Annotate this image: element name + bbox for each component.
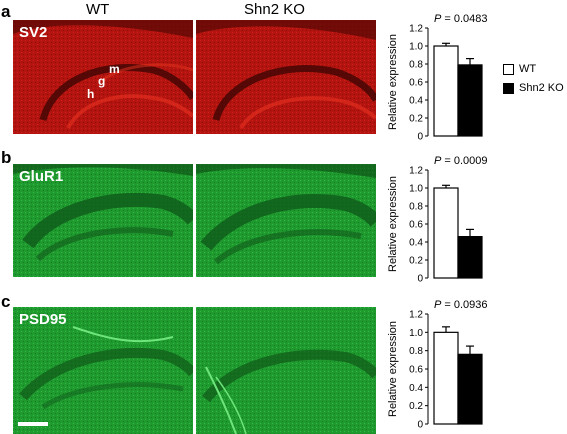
region-label-h: h: [87, 87, 95, 101]
y-tick-label: 0.6: [409, 365, 423, 376]
y-tick-label: 0.6: [409, 220, 423, 231]
stain-label-glur1: GluR1: [19, 168, 64, 185]
legend-item-wt: WT: [503, 63, 536, 75]
bar-chart-psd95: Relative expression 0 0.2 0.4 0.6 0.8 1.0 1.2 P …: [387, 296, 498, 431]
legend-label-wt: WT: [519, 63, 537, 75]
micrograph-psd95-ko: [196, 307, 376, 434]
y-tick-label: 0.8: [409, 346, 423, 357]
micrograph-psd95-wt: PSD95: [13, 307, 193, 434]
micrograph-glur1-ko: [196, 164, 376, 277]
y-tick-label: 0: [417, 274, 423, 285]
micrograph-sv2-ko: [196, 20, 376, 134]
y-tick-label: 0.2: [409, 114, 423, 125]
bar-ko: [457, 235, 483, 279]
y-tick-label: 0.4: [409, 383, 423, 394]
column-header-ko: Shn2 KO: [244, 1, 305, 18]
legend-swatch-ko: [503, 82, 514, 94]
column-header-wt: WT: [86, 1, 110, 18]
micrograph-glur1-wt: GluR1: [13, 164, 193, 277]
stain-label-sv2: SV2: [19, 24, 48, 41]
p-value-annotation: P = 0.0936: [434, 299, 488, 311]
y-tick-label: 1.2: [409, 166, 423, 177]
y-tick-label: 0.8: [409, 202, 423, 213]
p-value: = 0.0936: [441, 299, 487, 311]
y-tick-label: 1.0: [409, 328, 423, 339]
y-tick-label: 1.2: [409, 24, 423, 35]
panel-letter-a: a: [1, 2, 11, 21]
bar-ko: [457, 353, 483, 425]
y-tick-label: 0: [417, 132, 423, 143]
y-tick-label: 1.0: [409, 42, 423, 53]
y-tick-label: 1.0: [409, 184, 423, 195]
stain-label-psd95: PSD95: [19, 311, 67, 328]
bar-ko: [457, 64, 483, 137]
y-tick-label: 0.8: [409, 60, 423, 71]
y-tick-label: 0: [417, 420, 423, 431]
region-label-g: g: [98, 74, 106, 88]
p-value: = 0.0483: [441, 13, 487, 25]
bar-wt: [433, 187, 459, 279]
y-tick-label: 0.4: [409, 238, 423, 249]
micrograph-sv2-wt: SV2 g m h: [13, 20, 193, 134]
bar-wt: [433, 45, 459, 137]
y-axis-label: Relative expression: [387, 34, 399, 130]
scale-bar: [18, 422, 48, 426]
p-symbol: P: [434, 299, 442, 311]
p-value-annotation: P = 0.0483: [434, 13, 488, 25]
panel-letter-c: c: [1, 292, 11, 311]
p-symbol: P: [434, 155, 442, 167]
legend-swatch-wt: [503, 63, 514, 75]
p-value: = 0.0009: [441, 155, 487, 167]
legend-label-ko: Shn2 KO: [519, 82, 564, 94]
y-tick-label: 0.4: [409, 96, 423, 107]
y-axis-label: Relative expression: [387, 321, 399, 417]
p-symbol: P: [434, 13, 442, 25]
bar-chart-sv2: Relative expression 0 0.2 0.4 0.6 0.8 1.0 1.2 P …: [387, 10, 498, 143]
p-value-annotation: P = 0.0009: [434, 155, 488, 167]
region-label-m: m: [109, 62, 120, 76]
y-tick-label: 0.6: [409, 78, 423, 89]
y-tick-label: 0.2: [409, 401, 423, 412]
bar-wt: [433, 331, 459, 425]
legend-item-ko: Shn2 KO: [503, 82, 564, 94]
y-tick-label: 1.2: [409, 310, 423, 321]
y-axis-label: Relative expression: [387, 176, 399, 272]
panel-letter-b: b: [1, 148, 12, 167]
y-tick-label: 0.2: [409, 256, 423, 267]
bar-chart-glur1: Relative expression 0 0.2 0.4 0.6 0.8 1.0 1.2 P …: [387, 152, 498, 285]
